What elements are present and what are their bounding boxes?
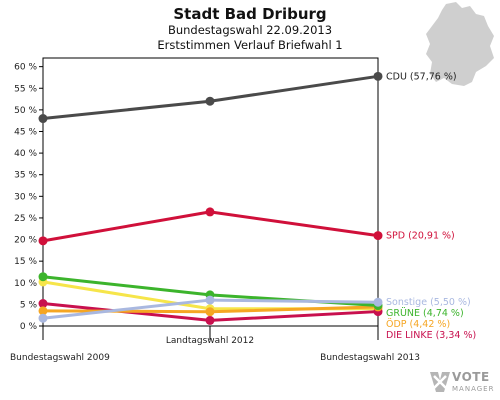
y-tick-label: 5 % <box>20 300 38 310</box>
x-tick-label: Landtagswahl 2012 <box>166 336 254 346</box>
series-end-label: CDU (57,76 %) <box>386 71 457 82</box>
data-point <box>373 71 383 81</box>
y-tick-label: 20 % <box>14 236 37 246</box>
y-tick-label: 35 % <box>14 171 37 181</box>
y-tick-label: 45 % <box>14 127 37 137</box>
data-point <box>205 307 215 317</box>
plot-area: 0 % 5 % 10 % 15 % 20 % 25 % 30 % 35 % 40 % 45 % 50… <box>10 57 476 363</box>
chart-header: Stadt Bad Driburg Bundestagswahl 22.09.2… <box>0 0 500 53</box>
series-end-label: DIE LINKE (3,34 %) <box>386 330 476 341</box>
data-point <box>38 272 48 282</box>
y-tick-label: 50 % <box>14 106 37 116</box>
logo-text-vote: VOTE <box>452 370 490 384</box>
y-tick-label: 55 % <box>14 84 37 94</box>
series-end-label: SPD (20,91 %) <box>386 231 455 242</box>
germany-map-icon <box>426 2 494 86</box>
y-tick-label: 0 % <box>20 322 38 332</box>
data-point <box>38 313 48 323</box>
y-tick-label: 40 % <box>14 149 37 159</box>
chart-subtitle-date: Bundestagswahl 22.09.2013 <box>167 23 333 37</box>
data-point <box>38 299 48 309</box>
data-point <box>38 306 48 316</box>
x-tick-label: Bundestagswahl 2009 <box>10 353 110 363</box>
y-tick-label: 15 % <box>14 257 37 267</box>
data-point <box>373 231 383 241</box>
chart-title: Stadt Bad Driburg <box>173 5 327 23</box>
data-point <box>205 207 215 217</box>
chart-subtitle-type: Erststimmen Verlauf Briefwahl 1 <box>157 38 343 52</box>
data-point <box>205 96 215 106</box>
y-tick-label: 60 % <box>14 63 37 73</box>
series-end-label: ÖDP (4,42 %) <box>386 319 450 330</box>
vote-manager-logo-icon <box>430 372 450 392</box>
series-end-label: Sonstige (5,50 %) <box>386 297 471 308</box>
data-point <box>205 315 215 325</box>
y-tick-label: 30 % <box>14 192 37 202</box>
data-point <box>373 297 383 307</box>
data-point <box>38 114 48 124</box>
logo-text-manager: MANAGER <box>452 385 495 393</box>
vote-manager-logo: VOTE MANAGER <box>425 366 500 398</box>
data-point <box>38 236 48 246</box>
x-tick-label: Bundestagswahl 2013 <box>320 353 420 363</box>
series-end-label: GRÜNE (4,74 %) <box>386 308 464 319</box>
y-tick-label: 25 % <box>14 214 37 224</box>
data-point <box>205 295 215 305</box>
y-tick-label: 10 % <box>14 279 37 289</box>
